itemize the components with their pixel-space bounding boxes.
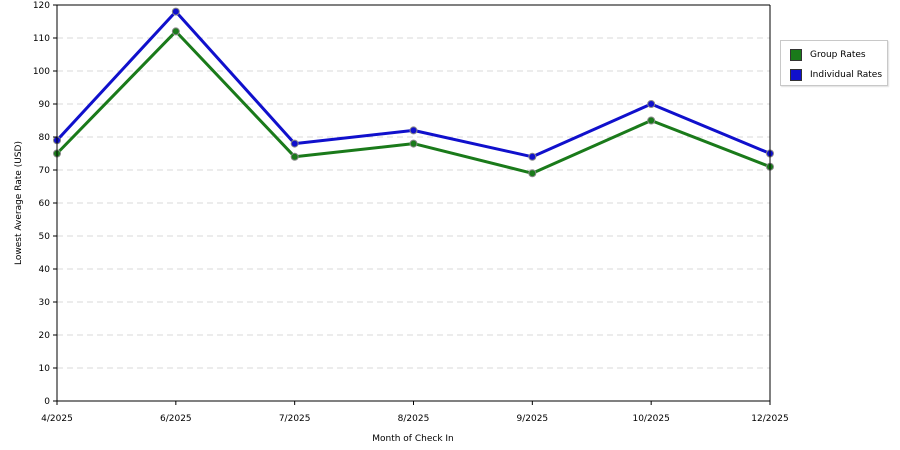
y-tick-label: 100: [33, 67, 50, 77]
x-tick-label: 7/2025: [279, 414, 311, 424]
x-tick-label: 6/2025: [160, 414, 192, 424]
data-point: [528, 169, 537, 178]
data-point: [171, 27, 180, 36]
data-point: [290, 139, 299, 148]
series-line-0: [55, 29, 771, 175]
y-tick-label: 70: [39, 166, 51, 176]
y-tick-label: 50: [39, 232, 51, 242]
y-tick-label: 80: [39, 133, 51, 143]
legend-swatch-individual: [790, 69, 802, 81]
legend-item-individual-rates: Individual Rates: [790, 68, 882, 82]
y-tick-label: 60: [39, 199, 51, 209]
y-tick-label: 20: [39, 331, 51, 341]
x-tick-label: 12/2025: [751, 414, 788, 424]
x-ticks: 4/2025 6/2025 7/2025 8/2025 9/2025 10/2025 12/…: [41, 401, 789, 424]
data-point: [409, 139, 418, 148]
y-tick-label: 120: [33, 1, 50, 11]
x-tick-label: 4/2025: [41, 414, 73, 424]
data-point: [171, 7, 180, 16]
legend-label-group: Group Rates: [810, 50, 866, 60]
y-tick-label: 40: [39, 265, 51, 275]
y-tick-label: 0: [44, 397, 50, 407]
data-point: [647, 116, 656, 125]
y-tick-label: 90: [39, 100, 51, 110]
legend-item-group-rates: Group Rates: [790, 48, 866, 62]
y-tick-label: 30: [39, 298, 51, 308]
axes: [56, 4, 771, 402]
series-line-1: [55, 10, 771, 159]
x-tick-label: 8/2025: [398, 414, 430, 424]
x-axis-title: Month of Check In: [372, 434, 454, 444]
legend-label-individual: Individual Rates: [810, 70, 883, 80]
y-ticks: 0 10 20 30 40 50 60 70 80 90 100 110 120: [33, 1, 57, 407]
y-tick-label: 110: [33, 34, 50, 44]
data-point: [290, 152, 299, 161]
data-point: [647, 100, 656, 108]
series-layer: [53, 7, 774, 178]
x-tick-label: 10/2025: [632, 414, 669, 424]
data-point: [409, 126, 418, 135]
data-point: [528, 152, 537, 161]
y-axis-title: Lowest Average Rate (USD): [14, 141, 24, 265]
y-tick-label: 10: [39, 364, 51, 374]
legend: Group Rates Individual Rates: [780, 40, 888, 86]
x-tick-label: 9/2025: [516, 414, 548, 424]
legend-swatch-group: [790, 49, 802, 61]
gridlines: [57, 37, 770, 369]
